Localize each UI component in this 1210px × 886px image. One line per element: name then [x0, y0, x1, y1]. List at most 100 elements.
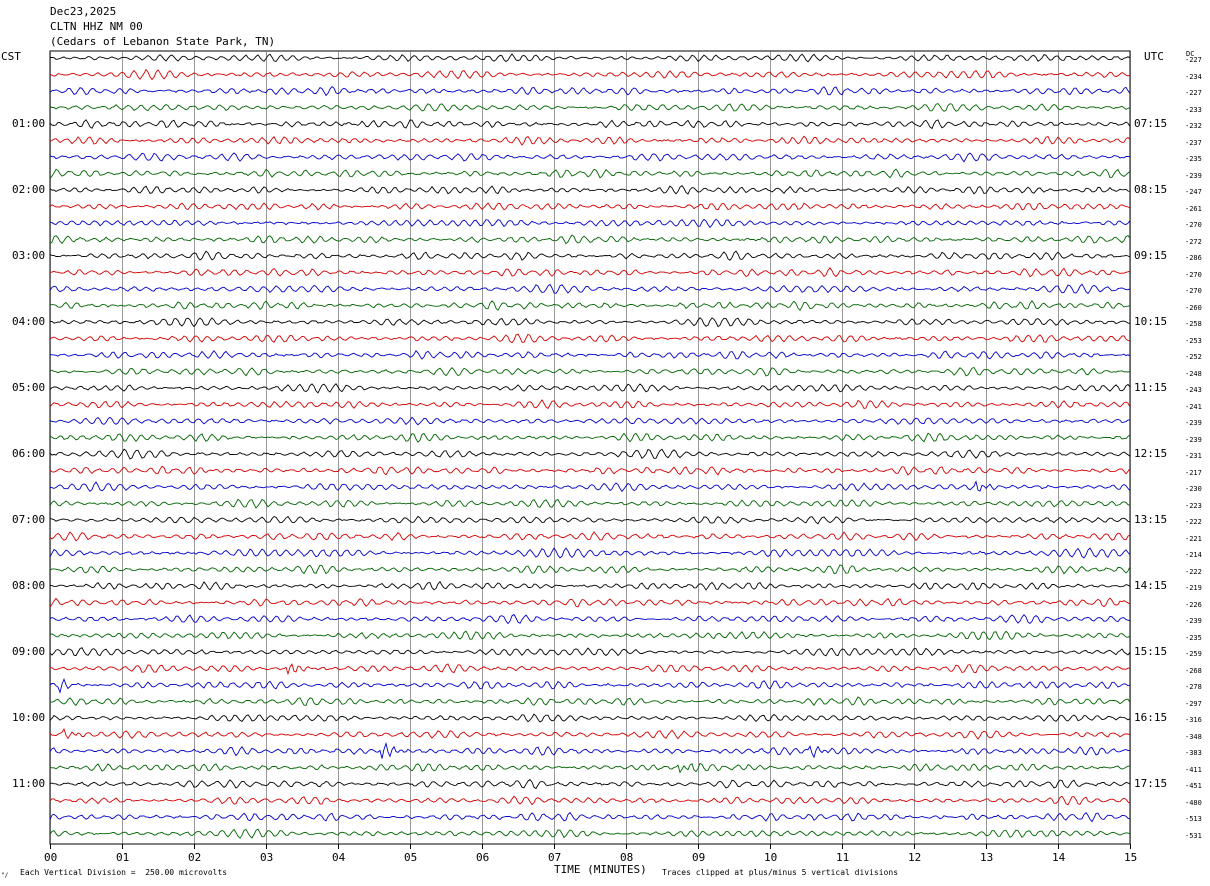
dc-offset-label: -247 [1185, 188, 1202, 196]
dc-offset-label: -232 [1185, 122, 1202, 130]
seismic-trace [50, 696, 1131, 707]
left-hour-label: 05:00 [12, 381, 46, 394]
dc-offset-label: -219 [1185, 584, 1202, 592]
x-axis-label: TIME (MINUTES) [554, 863, 647, 876]
dc-offset-label: -270 [1185, 221, 1202, 229]
dc-offset-label: -411 [1185, 765, 1202, 774]
dc-offset-label: -260 [1185, 303, 1202, 312]
seismic-trace [49, 728, 1131, 740]
dc-offset-label: -383 [1185, 749, 1202, 757]
right-hour-label: 10:15 [1134, 315, 1168, 328]
x-tick-label: 10 [764, 851, 778, 864]
dc-offset-label: -258 [1185, 320, 1202, 328]
x-tick-label: 13 [980, 851, 994, 864]
x-tick-label: 12 [908, 851, 922, 864]
dc-offset-label: -230 [1185, 485, 1202, 493]
right-hour-label: 15:15 [1134, 645, 1168, 658]
seismic-trace [49, 333, 1131, 344]
seismic-trace [49, 531, 1131, 542]
seismic-trace [49, 480, 1131, 493]
seismic-trace [49, 250, 1131, 261]
seismic-trace [49, 68, 1131, 81]
dc-offset-label: -268 [1185, 666, 1202, 675]
seismic-trace [49, 713, 1131, 723]
x-tick-label: 08 [620, 851, 634, 864]
dc-offset-label: -243 [1185, 386, 1202, 394]
dc-offset-label: -531 [1185, 831, 1202, 840]
left-hour-label: 07:00 [12, 513, 46, 526]
right-hour-label: 11:15 [1134, 381, 1168, 394]
dc-offset-label: -480 [1185, 798, 1202, 807]
x-tick-label: 02 [188, 851, 202, 864]
right-hour-label: 13:15 [1134, 513, 1168, 526]
left-hour-label: 01:00 [12, 117, 46, 130]
seismic-trace [49, 564, 1131, 575]
left-hour-label: 02:00 [12, 183, 46, 196]
seismic-trace [49, 416, 1131, 426]
dc-offset-label: -270 [1185, 287, 1202, 295]
seismic-trace [49, 317, 1131, 328]
dc-offset-label: -221 [1185, 534, 1202, 543]
x-tick-label: 04 [332, 851, 346, 864]
seismic-trace [49, 677, 1130, 694]
seismic-trace [49, 647, 1131, 657]
left-hour-label: 09:00 [12, 645, 46, 658]
dc-column-label: DC [1186, 50, 1195, 58]
right-hour-label: 08:15 [1134, 183, 1168, 196]
station-location: (Cedars of Lebanon State Park, TN) [50, 35, 276, 48]
dc-offset-label: -451 [1185, 782, 1202, 790]
seismic-trace [49, 795, 1131, 806]
seismic-trace [49, 85, 1131, 97]
left-hour-label: 10:00 [12, 711, 46, 724]
dc-offset-label: -237 [1185, 138, 1202, 147]
left-hour-label: 08:00 [12, 579, 46, 592]
x-tick-label: 01 [116, 851, 130, 864]
dc-offset-label: -222 [1185, 518, 1202, 526]
right-hour-label: 14:15 [1134, 579, 1168, 592]
seismic-trace [49, 778, 1131, 790]
seismic-trace [49, 498, 1131, 509]
seismic-trace [49, 465, 1131, 476]
left-hour-label: 11:00 [12, 777, 46, 790]
dc-offset-label: -239 [1185, 171, 1202, 180]
seismic-trace [49, 432, 1131, 443]
dc-offset-label: -231 [1185, 452, 1202, 460]
scale-note: Each Vertical Division = 250.00 microvol… [20, 868, 228, 877]
seismic-trace [49, 168, 1131, 179]
seismic-trace [49, 811, 1131, 823]
seismic-trace [49, 741, 1130, 759]
dc-offset-label: -253 [1185, 336, 1202, 345]
seismic-trace [49, 580, 1131, 591]
seismic-trace [49, 597, 1131, 608]
dc-offset-label: -235 [1185, 633, 1202, 642]
x-tick-label: 07 [548, 851, 562, 864]
seismic-trace [49, 613, 1131, 625]
dc-offset-label: -227 [1185, 56, 1202, 64]
dc-offset-label: -235 [1185, 155, 1202, 163]
seismic-trace [49, 382, 1131, 394]
seismic-trace [49, 300, 1131, 311]
dc-offset-label: -217 [1185, 468, 1202, 477]
dc-offset-label: -278 [1185, 683, 1202, 691]
clip-note: Traces clipped at plus/minus 5 vertical … [662, 868, 899, 877]
right-hour-label: 17:15 [1134, 777, 1168, 790]
right-hour-label: 09:15 [1134, 249, 1168, 262]
left-timezone-label: CST [1, 50, 21, 63]
x-tick-label: 03 [260, 851, 274, 864]
dc-offset-label: -234 [1185, 72, 1202, 81]
dc-offset-label: -270 [1185, 270, 1202, 279]
dc-offset-label: -233 [1185, 105, 1202, 114]
seismic-trace [49, 515, 1131, 525]
seismic-trace [49, 547, 1131, 559]
seismic-trace [49, 762, 1131, 774]
dc-offset-label: -222 [1185, 567, 1202, 576]
seismic-trace [49, 152, 1131, 163]
seismic-trace [49, 448, 1131, 460]
dc-offset-label: -297 [1185, 699, 1202, 708]
dc-offset-label: -261 [1185, 204, 1202, 213]
station-code: CLTN HHZ NM 00 [50, 20, 143, 33]
x-tick-label: 05 [404, 851, 418, 864]
right-hour-label: 07:15 [1134, 117, 1168, 130]
dc-offset-label: -227 [1185, 89, 1202, 97]
dc-offset-label: -226 [1185, 600, 1202, 609]
